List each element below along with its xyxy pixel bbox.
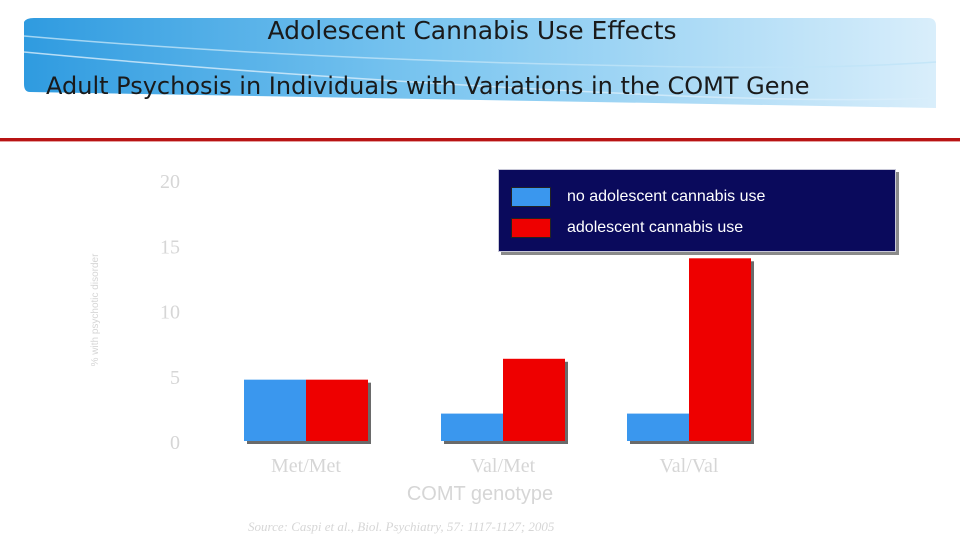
- legend-label-no-use: no adolescent cannabis use: [567, 188, 766, 205]
- x-tick-label: Val/Met: [471, 455, 536, 477]
- y-tick-label: 15: [160, 236, 180, 258]
- slide-subtitle: Adult Psychosis in Individuals with Vari…: [46, 72, 810, 100]
- title-banner: [0, 18, 960, 142]
- chart-legend: no adolescent cannabis use adolescent ca…: [498, 169, 896, 252]
- legend-label-use: adolescent cannabis use: [567, 219, 744, 236]
- bar-no-use-2: [627, 413, 689, 441]
- legend-swatch-use: [511, 218, 551, 238]
- bar-use-2: [689, 258, 751, 441]
- x-tick-label: Val/Val: [660, 455, 719, 477]
- bars-group: [244, 258, 754, 444]
- bar-no-use-0: [244, 379, 306, 441]
- x-tick-label: Met/Met: [271, 455, 341, 477]
- slide-title: Adolescent Cannabis Use Effects: [267, 16, 677, 45]
- bar-use-0: [306, 379, 368, 441]
- y-tick-label: 0: [170, 432, 180, 454]
- y-tick-label: 10: [160, 302, 180, 324]
- legend-swatch-no-use: [511, 187, 551, 207]
- legend-item-no-use: no adolescent cannabis use: [511, 187, 765, 207]
- bar-no-use-1: [441, 413, 503, 441]
- y-axis-ticks: 0 5 10 15 20: [160, 171, 180, 454]
- y-tick-label: 5: [170, 367, 180, 389]
- y-tick-label: 20: [160, 171, 180, 193]
- bar-use-1: [503, 358, 565, 441]
- source-citation: Source: Caspi et al., Biol. Psychiatry, …: [248, 519, 555, 534]
- y-axis-label: % with psychotic disorder: [90, 253, 101, 366]
- legend-item-use: adolescent cannabis use: [511, 218, 743, 238]
- x-axis-categories: Met/Met Val/Met Val/Val: [271, 455, 719, 477]
- x-axis-label: COMT genotype: [407, 483, 553, 505]
